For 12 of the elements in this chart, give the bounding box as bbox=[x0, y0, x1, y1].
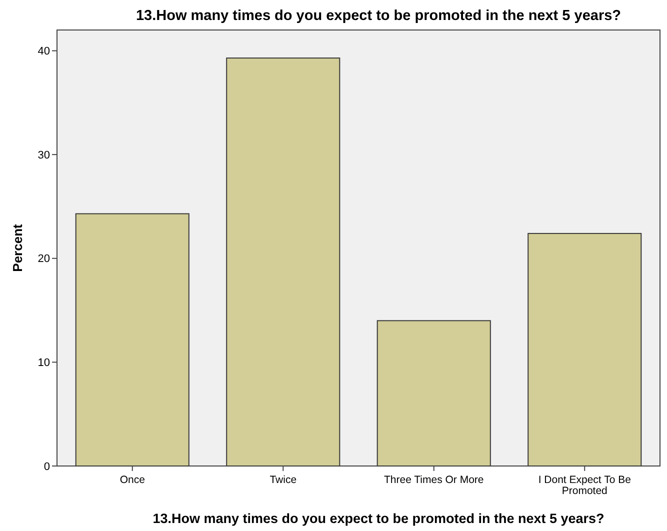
y-tick-label: 0 bbox=[44, 460, 50, 473]
x-axis-title: 13.How many times do you expect to be promoted in the next 5 years? bbox=[152, 511, 604, 526]
y-tick-label: 30 bbox=[38, 149, 50, 162]
x-tick-label: Once bbox=[120, 474, 146, 486]
y-tick-label: 40 bbox=[38, 46, 50, 58]
x-tick-label: Twice bbox=[270, 474, 297, 486]
x-tick-label: I Dont Expect To Be Promoted bbox=[538, 474, 632, 497]
x-tick-label: Three Times Or More bbox=[384, 474, 484, 486]
y-axis-title: Percent bbox=[10, 223, 25, 272]
chart-title: 13.How many times do you expect to be promoted in the next 5 years? bbox=[136, 8, 622, 24]
y-tick-label: 10 bbox=[38, 357, 50, 370]
y-tick-label: 20 bbox=[38, 253, 50, 266]
